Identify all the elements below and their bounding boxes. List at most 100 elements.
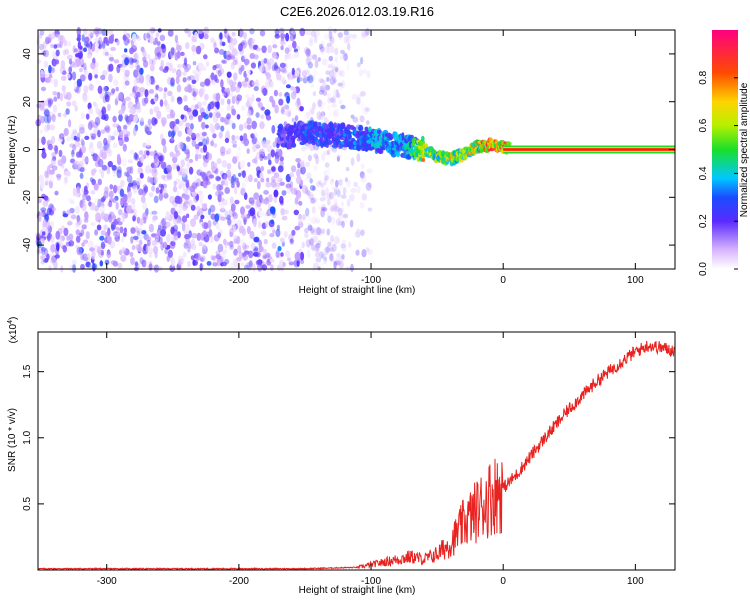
noise-cell [104, 126, 110, 132]
noise-cell [224, 88, 230, 93]
noise-cell [243, 54, 247, 60]
noise-cell [220, 151, 226, 157]
noise-cell [215, 92, 221, 102]
noise-cell [349, 219, 354, 228]
noise-cell [348, 241, 352, 248]
noise-cell [356, 185, 361, 194]
noise-cell [60, 60, 66, 69]
noise-cell [271, 51, 277, 59]
noise-cell [243, 138, 250, 147]
noise-cell [179, 141, 184, 150]
noise-cell [112, 123, 117, 128]
noise-cell [75, 206, 80, 215]
noise-cell [271, 242, 277, 249]
noise-cell [195, 178, 202, 187]
noise-cell [280, 45, 284, 51]
noise-cell [41, 237, 45, 245]
noise-cell [185, 179, 190, 189]
noise-cell [174, 125, 179, 132]
noise-cell [220, 216, 226, 221]
noise-cell [260, 177, 265, 183]
noise-cell [134, 261, 139, 267]
noise-cell [331, 216, 336, 225]
noise-cell [350, 187, 357, 194]
noise-cell [308, 36, 313, 44]
noise-cell [124, 136, 129, 142]
noise-cell [346, 63, 350, 72]
noise-cell [261, 45, 267, 54]
noise-cell [156, 110, 162, 120]
noise-cell [277, 165, 284, 173]
noise-cell [246, 39, 252, 46]
noise-cell [102, 145, 108, 152]
noise-cell [177, 231, 181, 239]
noise-cell [122, 34, 127, 41]
noise-cell [199, 255, 206, 263]
noise-cell [325, 187, 329, 196]
noise-cell [232, 50, 239, 56]
noise-cell [359, 91, 366, 97]
noise-cell [89, 247, 95, 252]
noise-cell [233, 95, 237, 102]
noise-cell [275, 228, 281, 238]
noise-cell [40, 86, 47, 92]
noise-cell [329, 235, 335, 244]
noise-cell [38, 43, 45, 51]
noise-cell [265, 197, 269, 202]
noise-cell [182, 182, 186, 191]
noise-cell [39, 29, 45, 36]
noise-cell [314, 30, 320, 37]
noise-cell [81, 34, 85, 42]
noise-cell [124, 114, 129, 121]
snr-y-multiplier: (x104) [7, 317, 19, 344]
noise-cell [144, 126, 151, 134]
noise-cell [130, 227, 136, 235]
noise-cell [182, 71, 187, 76]
noise-cell [242, 216, 248, 223]
noise-cell [212, 65, 217, 71]
noise-cell [213, 143, 218, 148]
noise-cell [129, 92, 136, 97]
noise-cell [129, 47, 134, 55]
noise-cell [37, 34, 43, 39]
noise-cell [293, 87, 297, 96]
noise-cell [263, 57, 268, 64]
noise-cell [341, 80, 345, 89]
noise-cell [112, 198, 117, 204]
noise-cell [156, 41, 161, 46]
noise-cell [278, 259, 285, 268]
noise-cell [227, 53, 233, 58]
noise-cell [291, 67, 295, 76]
noise-cell [330, 191, 335, 200]
noise-cell [223, 28, 228, 34]
noise-cell [95, 108, 101, 115]
noise-cell [80, 57, 85, 66]
noise-cell [359, 115, 365, 123]
noise-cell [295, 158, 301, 163]
noise-cell [152, 215, 158, 221]
noise-cell [243, 244, 250, 249]
noise-cell [246, 124, 252, 130]
noise-cell [196, 205, 201, 212]
noise-cell [128, 182, 134, 187]
noise-cell [355, 228, 361, 238]
noise-cell [204, 175, 210, 182]
noise-cell [338, 208, 343, 216]
noise-cell [320, 206, 325, 212]
noise-cell [91, 133, 97, 140]
noise-cell [151, 240, 157, 246]
noise-cell [242, 242, 247, 251]
noise-cell [90, 62, 96, 70]
noise-cell [84, 157, 89, 163]
noise-cell [100, 74, 106, 81]
noise-cell [120, 197, 126, 203]
noise-cell [75, 221, 81, 226]
noise-cell [56, 173, 62, 179]
noise-cell [142, 212, 148, 221]
noise-cell [260, 114, 265, 120]
noise-cell [149, 78, 156, 86]
noise-cell [132, 208, 138, 214]
noise-cell [145, 139, 152, 148]
noise-cell [226, 71, 232, 78]
noise-cell [53, 44, 58, 49]
